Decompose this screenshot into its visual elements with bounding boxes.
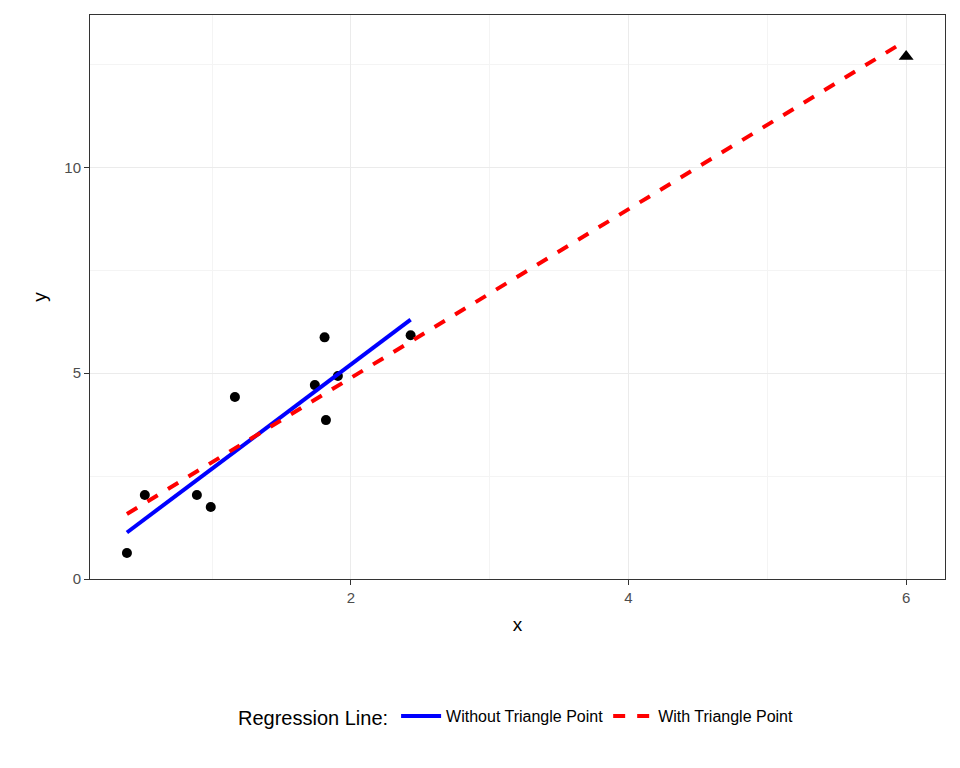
svg-text:Without Triangle Point: Without Triangle Point (446, 708, 603, 725)
svg-text:4: 4 (624, 589, 632, 606)
svg-text:2: 2 (347, 589, 355, 606)
svg-text:x: x (513, 614, 523, 635)
svg-text:Regression Line:: Regression Line: (238, 707, 388, 729)
svg-text:y: y (29, 292, 50, 302)
svg-text:10: 10 (64, 159, 81, 176)
svg-text:0: 0 (73, 570, 81, 587)
svg-text:5: 5 (73, 364, 81, 381)
svg-text:With Triangle Point: With Triangle Point (658, 708, 793, 725)
svg-text:6: 6 (902, 589, 910, 606)
